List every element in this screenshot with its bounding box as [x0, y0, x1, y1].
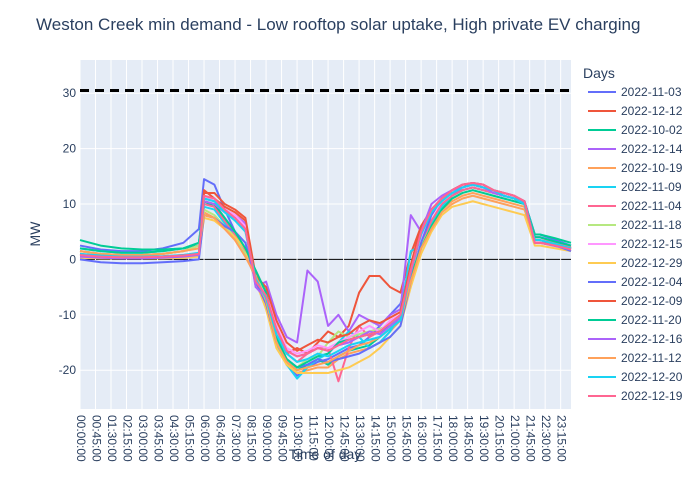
x-tick-label: 20:15:00 — [492, 415, 506, 462]
y-axis-ticks: 30 20 10 0 -10 -20 — [59, 86, 77, 377]
y-tick-label: 0 — [69, 252, 76, 266]
legend-item: 2022-11-03 — [621, 85, 682, 99]
legend-item: 2022-12-19 — [621, 389, 683, 403]
x-tick-label: 11:15:00 — [306, 415, 320, 461]
x-tick-label: 21:00:00 — [508, 415, 522, 462]
legend-item: 2022-11-20 — [621, 313, 682, 327]
x-tick-label: 04:30:00 — [167, 415, 181, 462]
y-tick-label: -20 — [59, 363, 77, 377]
legend-item: 2022-12-12 — [621, 104, 683, 118]
x-tick-label: 13:30:00 — [353, 415, 367, 462]
legend-item: 2022-11-18 — [621, 218, 682, 232]
legend-item: 2022-12-04 — [621, 275, 683, 289]
x-tick-label: 21:45:00 — [523, 415, 537, 462]
x-tick-label: 06:00:00 — [198, 415, 212, 462]
x-tick-label: 03:45:00 — [151, 415, 165, 462]
x-tick-label: 00:45:00 — [89, 415, 103, 462]
legend-item: 2022-10-02 — [621, 123, 683, 137]
y-axis-title: MW — [27, 221, 43, 247]
legend-item: 2022-12-15 — [621, 237, 683, 251]
x-tick-label: 15:45:00 — [399, 415, 413, 462]
x-tick-label: 16:30:00 — [415, 415, 429, 462]
x-tick-label: 01:30:00 — [105, 415, 119, 462]
x-tick-label: 17:15:00 — [430, 415, 444, 462]
legend-item: 2022-11-12 — [621, 351, 682, 365]
x-tick-label: 12:45:00 — [337, 415, 351, 462]
x-tick-label: 02:15:00 — [120, 415, 134, 462]
x-tick-label: 18:00:00 — [446, 415, 460, 462]
series-line — [79, 181, 572, 358]
series-lines — [79, 88, 572, 383]
x-tick-label: 09:00:00 — [260, 415, 274, 462]
x-tick-label: 14:15:00 — [368, 415, 382, 462]
x-axis-ticks: 00:00:00 00:45:00 01:30:00 02:15:00 03:00:00… — [74, 415, 569, 462]
x-tick-label: 05:15:00 — [182, 415, 196, 462]
series-line — [79, 194, 572, 372]
legend: Days 2022-11-03 2022-12-12 2022-10-02 2022-… — [583, 65, 683, 403]
legend-item: 2022-12-16 — [621, 332, 683, 346]
legend-item: 2022-11-04 — [621, 199, 682, 213]
x-tick-label: 07:30:00 — [229, 415, 243, 462]
y-tick-label: 30 — [63, 86, 77, 100]
legend-item: 2022-12-29 — [621, 256, 683, 270]
x-tick-label: 15:00:00 — [384, 415, 398, 462]
x-axis-title: Time of day — [289, 446, 362, 462]
legend-item: 2022-12-14 — [621, 142, 683, 156]
legend-item: 2022-10-19 — [621, 161, 683, 175]
legend-title: Days — [583, 65, 615, 81]
x-tick-label: 23:15:00 — [554, 415, 568, 462]
x-tick-label: 09:45:00 — [275, 415, 289, 462]
x-tick-label: 06:45:00 — [213, 415, 227, 462]
x-tick-label: 18:45:00 — [461, 415, 475, 462]
y-tick-label: -10 — [59, 308, 77, 322]
x-tick-label: 12:00:00 — [322, 415, 336, 462]
legend-item: 2022-11-09 — [621, 180, 682, 194]
x-tick-label: 22:30:00 — [539, 415, 553, 462]
y-tick-label: 20 — [63, 142, 77, 156]
x-tick-label: 08:15:00 — [244, 415, 258, 462]
y-tick-label: 10 — [63, 197, 77, 211]
legend-item: 2022-12-09 — [621, 294, 683, 308]
legend-item: 2022-12-20 — [621, 370, 683, 384]
chart-title: Weston Creek min demand - Low rooftop so… — [36, 15, 640, 34]
x-tick-label: 03:00:00 — [136, 415, 150, 462]
x-tick-label: 00:00:00 — [74, 415, 88, 462]
x-tick-label: 10:30:00 — [291, 415, 305, 462]
x-tick-label: 19:30:00 — [477, 415, 491, 462]
